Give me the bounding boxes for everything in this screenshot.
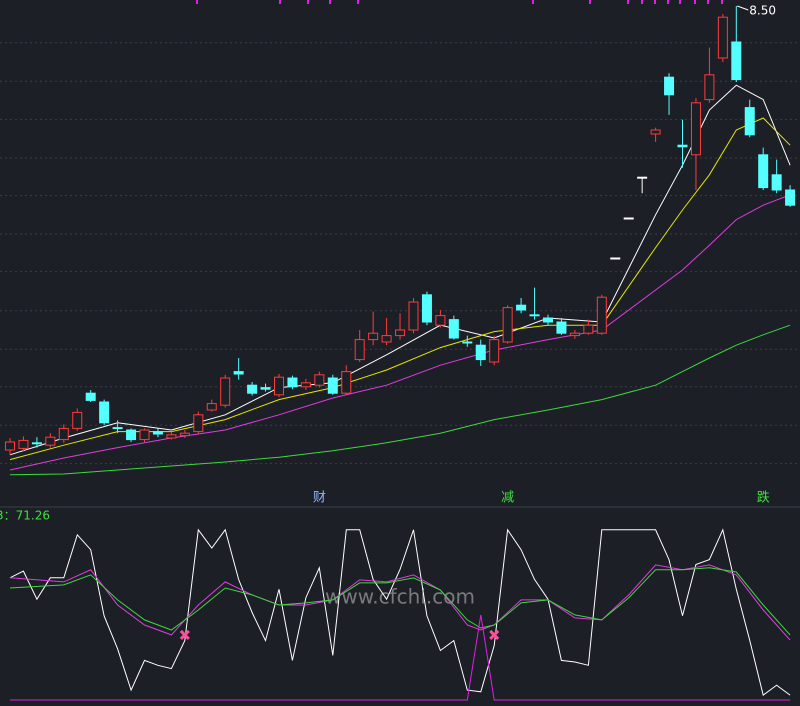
high-label: 8.50	[749, 4, 776, 18]
indicator-line	[9, 564, 791, 641]
candle-body	[569, 332, 580, 337]
candle-body	[543, 317, 553, 323]
cross-marker	[489, 629, 500, 640]
candle-body	[556, 321, 567, 334]
candle-body	[489, 339, 500, 363]
candle-body	[85, 392, 96, 401]
candle-body	[287, 377, 298, 388]
moving-average-line	[9, 84, 791, 456]
candle-body	[475, 344, 486, 361]
candle-body	[421, 294, 432, 323]
candle-body	[717, 16, 728, 59]
candle-body	[45, 436, 56, 446]
candle-body	[354, 339, 365, 361]
candle-body	[704, 74, 715, 101]
moving-average-line	[9, 324, 791, 476]
candle-body	[690, 102, 701, 156]
candle-body	[583, 324, 594, 334]
candle-body	[193, 414, 204, 433]
candle-body	[341, 371, 352, 394]
candle-body	[58, 427, 69, 441]
moving-average-line	[9, 194, 791, 471]
candle-body	[596, 296, 607, 334]
candle-body	[771, 174, 782, 191]
candle-body	[247, 384, 258, 394]
candle-body	[314, 374, 325, 386]
candle-body	[610, 257, 621, 260]
candle-body	[408, 301, 419, 331]
candle-body	[395, 329, 406, 337]
candle-body	[5, 441, 15, 451]
candle-body	[758, 154, 769, 189]
candle-body	[516, 304, 527, 311]
candle-body	[623, 217, 634, 220]
candle-body	[179, 432, 190, 437]
candle-body	[300, 382, 311, 388]
candle-body	[260, 387, 271, 390]
candle-body	[327, 377, 338, 394]
candle-body	[220, 377, 231, 406]
candle-body	[233, 371, 244, 375]
event-annotation: 跌	[757, 490, 770, 506]
candle-body	[637, 176, 648, 179]
indicator-label: 3：71.26	[0, 509, 50, 523]
candle-body	[381, 335, 392, 343]
event-ticks	[196, 0, 723, 4]
high-pointer	[737, 5, 749, 11]
event-annotation: 减	[501, 491, 514, 506]
indicator-line	[9, 567, 791, 636]
candle-body	[785, 189, 796, 206]
indicator-line	[9, 528, 791, 696]
candle-body	[368, 332, 379, 341]
candle-body	[126, 429, 137, 441]
candle-body	[435, 315, 446, 326]
moving-average-line	[9, 117, 791, 461]
candle-body	[529, 314, 540, 317]
candle-body	[274, 376, 284, 396]
cross-marker	[179, 629, 190, 640]
candle-body	[18, 439, 29, 449]
candle-body	[462, 341, 473, 344]
candle-body	[448, 319, 459, 339]
candle-body	[731, 41, 742, 81]
candle-body	[112, 427, 123, 430]
candle-body	[206, 403, 217, 411]
candle-body	[677, 144, 688, 148]
candle-body	[650, 129, 661, 135]
candle-body	[744, 107, 755, 136]
candle-body	[152, 431, 163, 435]
candle-body	[139, 429, 150, 441]
candle-body	[72, 411, 83, 429]
indicator-line	[10, 614, 791, 701]
candle-body	[99, 401, 110, 424]
candle-body	[31, 442, 42, 445]
candle-body	[664, 76, 675, 96]
event-annotation: 财	[313, 491, 326, 506]
candle-body	[166, 434, 177, 439]
candle-body	[502, 307, 513, 343]
